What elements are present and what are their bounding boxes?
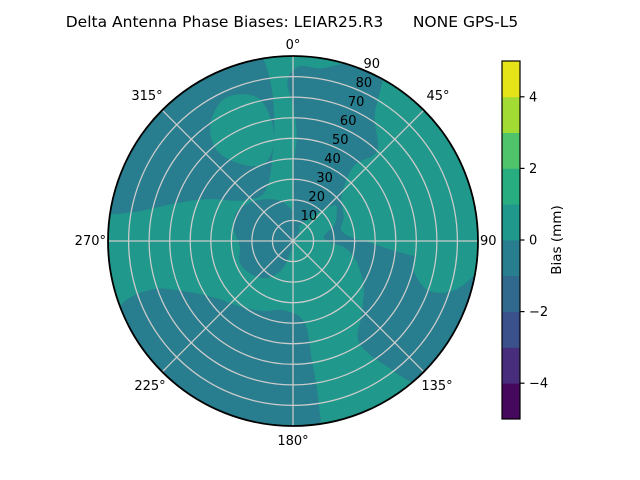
radial-tick-label: 40: [324, 152, 341, 167]
angular-tick-label: 90: [480, 234, 497, 249]
positive-pocket-east: [412, 237, 478, 293]
radial-tick-label: 10: [301, 209, 318, 224]
positive-pocket-northwest: [210, 94, 274, 167]
negative-region-north-east: [287, 60, 478, 384]
colorbar-band: [502, 132, 520, 169]
angular-tick-label: 225°: [134, 379, 165, 394]
negative-region-south-southwest: [118, 288, 321, 426]
negative-region-west-northwest: [108, 56, 275, 215]
radial-tick-label: 80: [356, 76, 373, 91]
colorbar-band: [502, 96, 520, 133]
colorbar-band: [502, 275, 520, 312]
angular-tick-label: 180°: [277, 434, 308, 449]
colorbar-band: [502, 240, 520, 277]
radial-tick-label: 70: [348, 95, 365, 110]
colorbar-band: [502, 204, 520, 241]
angular-tick-label: 135°: [421, 379, 452, 394]
angular-tick-label: 315°: [131, 89, 162, 104]
colorbar-tick-label: −4: [529, 377, 548, 392]
angular-grid-line: [161, 109, 425, 373]
chart-title: Delta Antenna Phase Biases: LEIAR25.R3 N…: [66, 13, 519, 31]
colorbar-axis-label: Bias (mm): [549, 205, 565, 274]
polar-spine: [107, 55, 479, 427]
radial-tick-label: 60: [340, 114, 357, 129]
angular-tick-label: 45°: [426, 89, 449, 104]
colorbar-tick-label: 4: [529, 90, 537, 105]
angular-tick-label: 270°: [75, 234, 106, 249]
polar-labels: 0° 45° 90 135° 180° 225° 270° 315° 10 20 30 40 50 60 7…: [75, 38, 497, 449]
colorbar-tick-label: 0: [529, 234, 537, 249]
colorbar-tick-label: 2: [529, 162, 537, 177]
colorbar-tick-label: −2: [529, 305, 548, 320]
colorbar-band: [502, 311, 520, 348]
radial-tick-label: 90: [364, 57, 381, 72]
radial-tick-label: 30: [316, 171, 333, 186]
angular-tick-label: 0°: [286, 38, 301, 53]
radial-tick-label: 50: [332, 133, 349, 148]
colorbar: 4 2 0 −2 −4 Bias (mm): [501, 60, 565, 420]
colorbar-band: [502, 383, 520, 420]
colorbar-band: [502, 347, 520, 384]
radial-tick-label: 20: [308, 190, 325, 205]
polar-grid: [107, 55, 479, 427]
colorbar-band: [502, 61, 520, 98]
colorbar-band: [502, 168, 520, 205]
